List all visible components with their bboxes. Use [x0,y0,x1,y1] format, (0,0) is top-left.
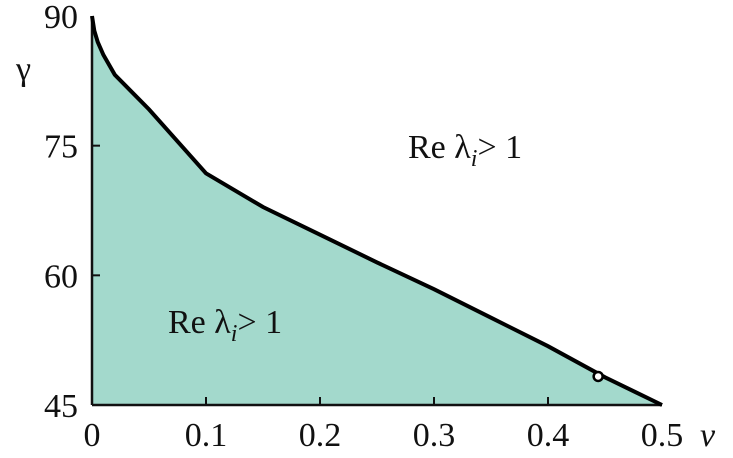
y-tick-label: 45 [44,388,78,425]
x-tick-label: 0.1 [185,417,228,454]
x-tick-label: 0 [84,417,101,454]
y-tick-label: 90 [44,0,78,36]
x-tick-label: 0.2 [299,417,342,454]
y-axis-label: γ [15,51,31,88]
marker-point [592,370,604,383]
y-tick-label: 75 [44,129,78,166]
x-axis-label: v [700,417,716,454]
y-tick-label: 60 [44,258,78,295]
annotation-lower: Re λi> 1 [168,304,282,347]
annotation-upper: Re λi> 1 [408,129,522,172]
x-tick-label: 0.3 [413,417,456,454]
boundary-curve [90,15,663,407]
x-tick-label: 0.5 [641,417,684,454]
x-tick-label: 0.4 [527,417,570,454]
stable-region-fill [92,16,662,405]
